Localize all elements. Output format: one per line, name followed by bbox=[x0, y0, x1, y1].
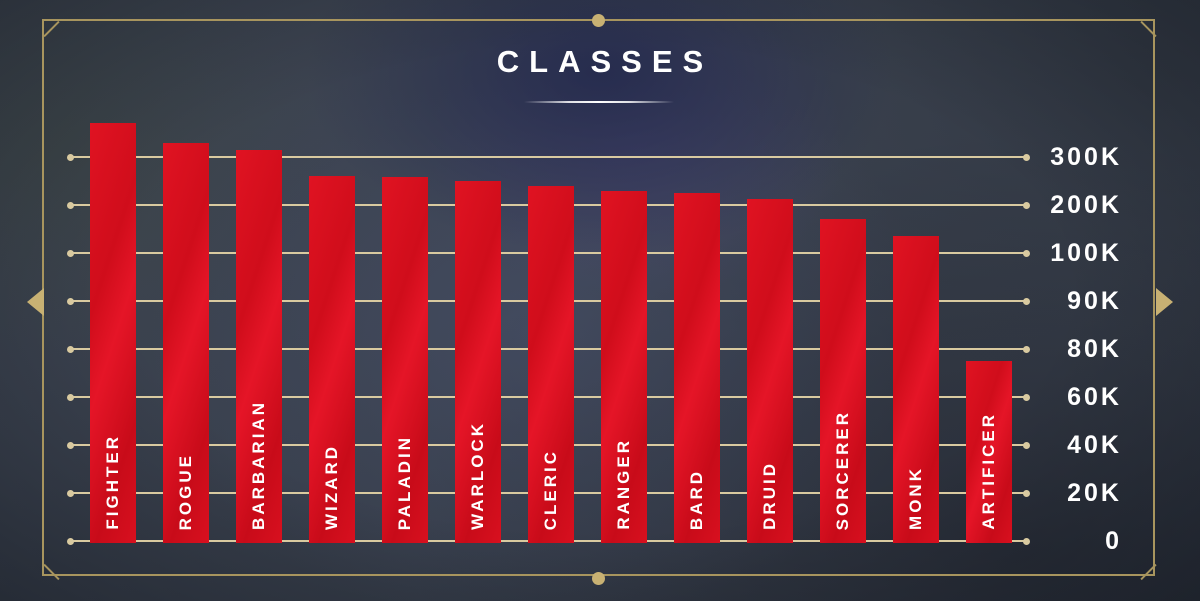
chart-title: CLASSES bbox=[496, 44, 714, 79]
bar-label: MONK bbox=[906, 466, 925, 530]
y-axis-tick-label: 80K bbox=[1067, 335, 1122, 363]
bar-label: WARLOCK bbox=[468, 421, 487, 530]
bar-label: PALADIN bbox=[395, 434, 414, 530]
bar-label: BARD bbox=[687, 468, 706, 530]
corner-notch-icon bbox=[1140, 20, 1157, 38]
corner-notch-icon bbox=[1140, 563, 1157, 581]
bar-barbarian: BARBARIAN bbox=[236, 149, 282, 543]
bar-bard: BARD bbox=[674, 193, 720, 543]
bar-rogue: ROGUE bbox=[163, 142, 209, 543]
title-divider bbox=[524, 101, 674, 103]
bar-label: WIZARD bbox=[322, 444, 341, 530]
corner-notch-icon bbox=[43, 563, 60, 581]
bar-artificer: ARTIFICER bbox=[966, 361, 1012, 543]
y-axis-tick-label: 0 bbox=[1105, 527, 1122, 555]
y-axis-tick-label: 200K bbox=[1050, 191, 1122, 219]
right-arrowhead-icon bbox=[1156, 288, 1173, 316]
y-axis-tick-label: 100K bbox=[1050, 239, 1122, 267]
bar-paladin: PALADIN bbox=[382, 177, 428, 543]
bar-druid: DRUID bbox=[747, 199, 793, 543]
circle-dot-icon bbox=[592, 14, 605, 27]
bar-fighter: FIGHTER bbox=[90, 123, 136, 543]
bar-label: ROGUE bbox=[176, 452, 195, 530]
bar-label: SORCERER bbox=[833, 409, 852, 530]
gridline bbox=[67, 153, 1030, 161]
y-axis-tick-label: 20K bbox=[1067, 479, 1122, 507]
bar-sorcerer: SORCERER bbox=[820, 219, 866, 543]
bar-wizard: WIZARD bbox=[309, 176, 355, 543]
bar-label: CLERIC bbox=[541, 448, 560, 530]
bar-monk: MONK bbox=[893, 236, 939, 543]
y-axis-tick-label: 90K bbox=[1067, 287, 1122, 315]
bar-label: RANGER bbox=[614, 438, 633, 530]
y-axis-tick-label: 60K bbox=[1067, 383, 1122, 411]
bar-cleric: CLERIC bbox=[528, 185, 574, 543]
bar-label: DRUID bbox=[760, 461, 779, 530]
bar-label: FIGHTER bbox=[103, 434, 122, 530]
bar-label: BARBARIAN bbox=[249, 400, 268, 530]
left-arrowhead-icon bbox=[27, 288, 44, 316]
circle-dot-icon bbox=[592, 572, 605, 585]
bar-warlock: WARLOCK bbox=[455, 181, 501, 543]
bar-label: ARTIFICER bbox=[979, 412, 998, 530]
bar-ranger: RANGER bbox=[601, 190, 647, 543]
y-axis-tick-label: 40K bbox=[1067, 431, 1122, 459]
corner-notch-icon bbox=[43, 20, 60, 38]
y-axis-tick-label: 300K bbox=[1050, 143, 1122, 171]
